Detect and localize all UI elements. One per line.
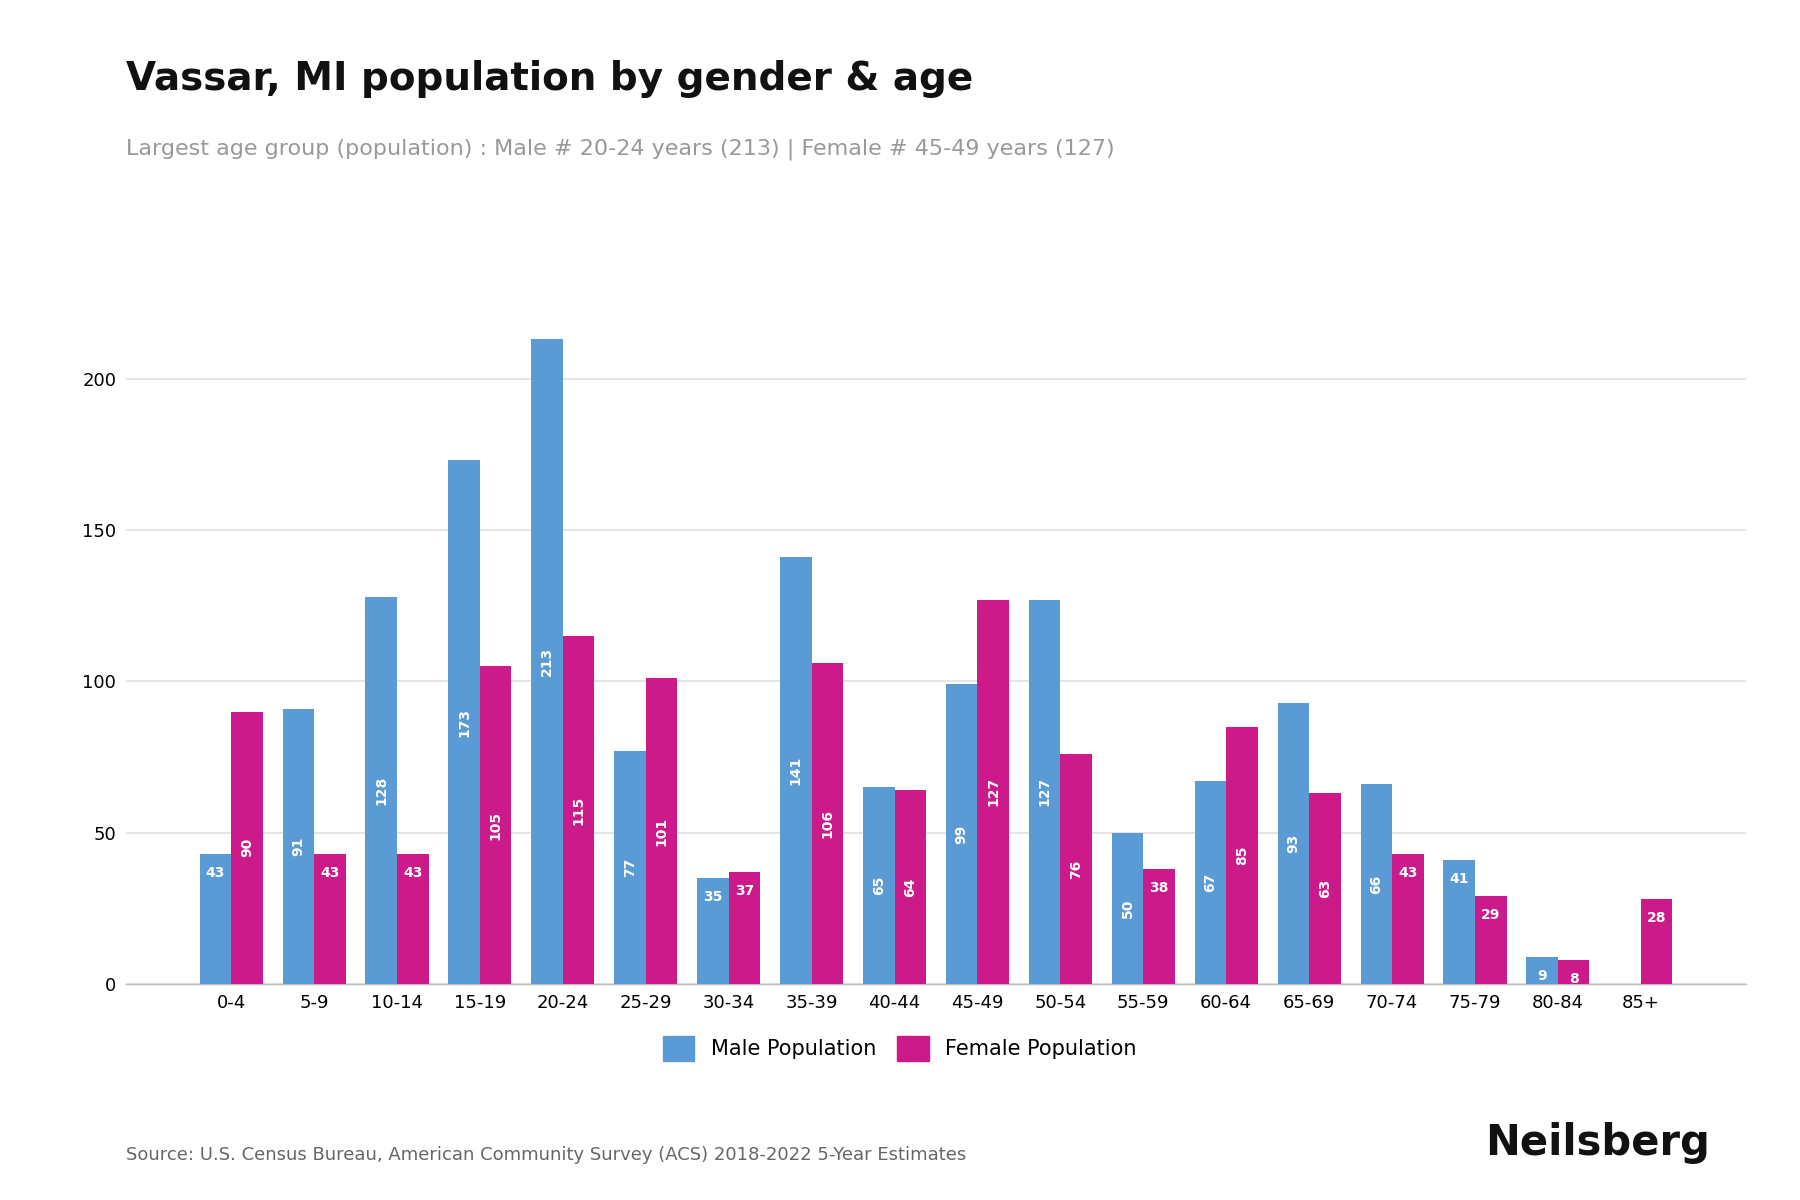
Text: 66: 66 [1370,875,1384,894]
Text: 115: 115 [572,796,585,824]
Bar [862,787,895,984]
Text: 63: 63 [1318,880,1332,899]
Bar [947,684,977,984]
Text: Vassar, MI population by gender & age: Vassar, MI population by gender & age [126,60,974,98]
Bar [448,461,481,984]
Bar [977,600,1010,984]
Text: 37: 37 [734,884,754,898]
Legend: Male Population, Female Population: Male Population, Female Population [655,1027,1145,1069]
Text: 43: 43 [403,866,423,880]
Text: 43: 43 [320,866,340,880]
Text: 29: 29 [1481,908,1501,923]
Text: 67: 67 [1204,874,1217,893]
Bar [398,854,428,984]
Bar [895,791,925,984]
Text: 90: 90 [239,839,254,858]
Text: 93: 93 [1287,834,1300,853]
Text: 105: 105 [488,810,502,840]
Bar [1559,960,1589,984]
Bar [531,340,563,984]
Text: 38: 38 [1150,881,1168,895]
Text: Largest age group (population) : Male # 20-24 years (213) | Female # 45-49 years: Largest age group (population) : Male # … [126,138,1114,160]
Text: 65: 65 [871,876,886,895]
Bar [563,636,594,984]
Bar [200,854,230,984]
Bar [779,557,812,984]
Bar [729,872,760,984]
Bar [1030,600,1060,984]
Bar [1444,860,1474,984]
Bar [1278,702,1309,984]
Bar [1143,869,1175,984]
Text: Neilsberg: Neilsberg [1485,1122,1710,1164]
Text: 64: 64 [904,877,918,896]
Text: 9: 9 [1537,968,1546,983]
Text: 28: 28 [1647,911,1667,925]
Text: 127: 127 [986,778,1001,806]
Bar [646,678,677,984]
Text: 141: 141 [788,756,803,785]
Bar [614,751,646,984]
Text: 91: 91 [292,836,306,856]
Bar [1361,785,1391,984]
Text: 127: 127 [1037,778,1051,806]
Bar [365,596,398,984]
Bar [230,712,263,984]
Bar [1112,833,1143,984]
Bar [697,878,729,984]
Bar [1226,727,1258,984]
Text: 77: 77 [623,858,637,877]
Text: 213: 213 [540,647,554,677]
Bar [1474,896,1507,984]
Text: 50: 50 [1121,899,1134,918]
Text: 35: 35 [704,890,722,904]
Text: 85: 85 [1235,846,1249,865]
Text: 41: 41 [1449,872,1469,886]
Bar [1195,781,1226,984]
Bar [1309,793,1341,984]
Bar [1526,956,1559,984]
Text: 106: 106 [821,809,835,838]
Text: 173: 173 [457,708,472,737]
Text: 76: 76 [1069,859,1084,878]
Bar [313,854,346,984]
Bar [481,666,511,984]
Bar [812,664,842,984]
Text: 101: 101 [655,817,668,846]
Bar [1642,899,1672,984]
Text: 128: 128 [374,775,389,805]
Bar [1391,854,1424,984]
Text: 99: 99 [954,824,968,844]
Text: 43: 43 [205,866,225,880]
Text: Source: U.S. Census Bureau, American Community Survey (ACS) 2018-2022 5-Year Est: Source: U.S. Census Bureau, American Com… [126,1146,967,1164]
Bar [283,709,313,984]
Text: 8: 8 [1570,972,1579,986]
Text: 43: 43 [1399,866,1418,880]
Bar [1060,754,1093,984]
